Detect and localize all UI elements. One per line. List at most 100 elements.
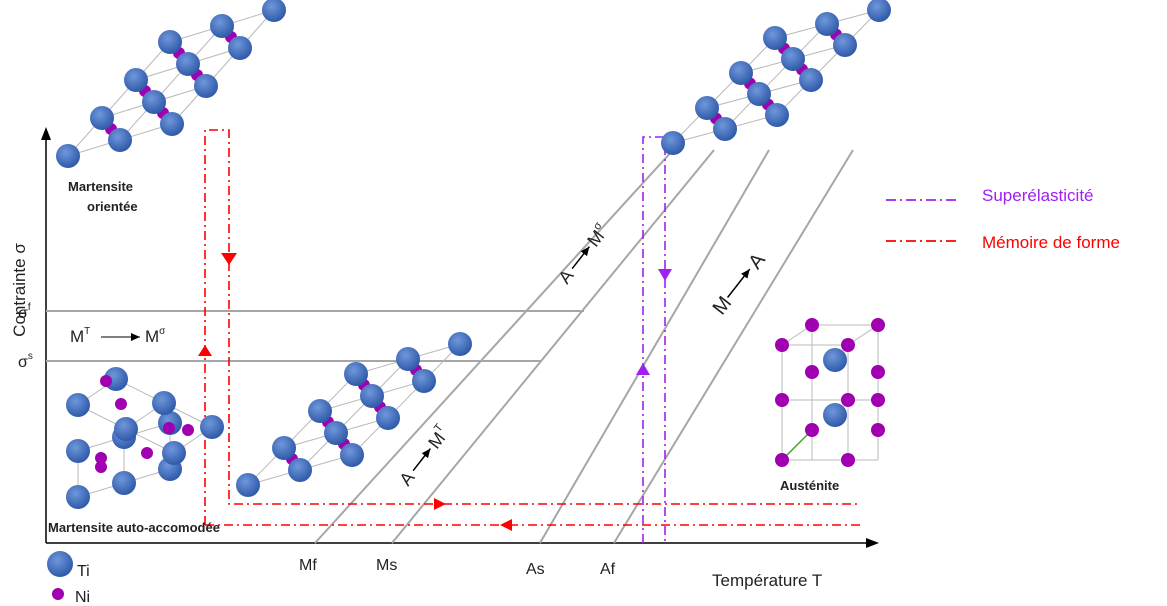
sigma-f-label: σf — [18, 302, 31, 322]
ti-atom — [412, 369, 436, 393]
ti-atom — [160, 112, 184, 136]
ti-atom — [344, 362, 368, 386]
ti-atom — [236, 473, 260, 497]
legend-shape-memory-label: Mémoire de forme — [982, 233, 1120, 252]
ti-atom — [823, 348, 847, 372]
ni-atom — [805, 423, 819, 437]
ti-atom — [262, 0, 286, 22]
ti-atom — [210, 14, 234, 38]
y-axis-arrow — [41, 127, 51, 140]
superelasticity-path — [642, 136, 666, 543]
oriented-martensite-crystal — [56, 0, 286, 168]
ti-atom — [114, 417, 138, 441]
superelasticity-arrow-down — [658, 269, 672, 281]
ni-legend-label: Ni — [75, 589, 90, 606]
top-right-martensite-crystal — [661, 0, 891, 155]
ti-atom — [66, 439, 90, 463]
ti-atom — [142, 90, 166, 114]
ti-atom — [56, 144, 80, 168]
legend-superelasticity-label: Superélasticité — [982, 186, 1094, 205]
x-tick-af: Af — [600, 561, 616, 578]
ti-atom — [200, 415, 224, 439]
ni-atom — [775, 453, 789, 467]
svg-text:MT: MT — [423, 422, 454, 453]
ti-atom — [713, 117, 737, 141]
lattice-bond — [247, 373, 357, 486]
ti-atom — [833, 33, 857, 57]
x-axis-arrow — [866, 538, 879, 548]
ti-atom — [66, 485, 90, 509]
ti-atom — [340, 443, 364, 467]
y-axis-label: Contrainte σ — [10, 243, 29, 337]
ti-atom — [288, 458, 312, 482]
lattice-bond — [67, 41, 171, 157]
x-tick-mf: Mf — [299, 557, 317, 574]
ti-atom — [799, 68, 823, 92]
ms-line — [391, 149, 715, 544]
af-line — [613, 149, 854, 544]
ti-atom — [324, 421, 348, 445]
svg-text:A: A — [554, 266, 577, 288]
martensite-oriented-label-1: Martensite — [68, 179, 133, 194]
ni-atom — [871, 423, 885, 437]
mid-martensite-crystal — [236, 332, 472, 497]
lattice-bond — [171, 9, 275, 125]
ni-atom — [115, 398, 127, 410]
ni-atom — [841, 393, 855, 407]
ti-atom — [729, 61, 753, 85]
ni-atom — [141, 447, 153, 459]
a-to-msigma-label: A Mσ — [554, 220, 608, 288]
ni-atom — [775, 393, 789, 407]
austenite-label: Austénite — [780, 478, 839, 493]
ni-atom — [805, 318, 819, 332]
ti-atom — [823, 403, 847, 427]
ti-atom — [90, 106, 114, 130]
as-line — [539, 149, 770, 544]
ti-atom — [747, 82, 771, 106]
ti-atom — [815, 12, 839, 36]
ti-atom — [376, 406, 400, 430]
ti-atom — [108, 128, 132, 152]
lattice-bond — [724, 23, 828, 130]
lattice-bond — [119, 25, 223, 141]
ti-atom — [448, 332, 472, 356]
shape-memory-arrow-left — [500, 519, 512, 531]
ti-atom — [162, 441, 186, 465]
ti-atom — [867, 0, 891, 22]
ti-atom — [763, 26, 787, 50]
sigma-s-label: σs — [18, 351, 33, 371]
martensite-self-label: Martensite auto-accomodée — [48, 520, 220, 535]
ti-atom — [176, 52, 200, 76]
ti-atom — [396, 347, 420, 371]
austenite-bcc-crystal — [775, 318, 885, 467]
ti-atom — [194, 74, 218, 98]
mf-line — [314, 149, 674, 544]
x-axis-label: Température T — [712, 571, 822, 590]
legend: Superélasticité Mémoire de forme — [886, 186, 1120, 252]
mt-to-msigma-label: MT Mσ — [70, 326, 166, 346]
transformation-lines — [314, 149, 854, 544]
ni-atom — [95, 452, 107, 464]
martensite-oriented-label-2: orientée — [87, 199, 138, 214]
ti-atom — [124, 68, 148, 92]
ti-atom — [112, 471, 136, 495]
self-accommodated-martensite-crystal — [66, 367, 224, 509]
ti-atom — [228, 36, 252, 60]
ni-atom — [841, 338, 855, 352]
ti-atom — [152, 391, 176, 415]
ti-atom — [695, 96, 719, 120]
m-to-a-label: M A — [709, 249, 771, 319]
ni-atom — [871, 318, 885, 332]
ti-atom — [661, 131, 685, 155]
shape-memory-path — [204, 129, 860, 526]
svg-text:M: M — [709, 292, 737, 319]
lattice-bond — [299, 358, 409, 471]
svg-text:Mσ: Mσ — [145, 326, 166, 346]
lattice-bond — [351, 343, 461, 456]
lattice-bond — [672, 37, 776, 144]
x-tick-as: As — [526, 561, 545, 578]
shape-memory-arrow-down — [221, 253, 237, 265]
ni-legend-sphere — [52, 588, 64, 600]
svg-text:A: A — [744, 249, 770, 274]
ti-atom — [66, 393, 90, 417]
